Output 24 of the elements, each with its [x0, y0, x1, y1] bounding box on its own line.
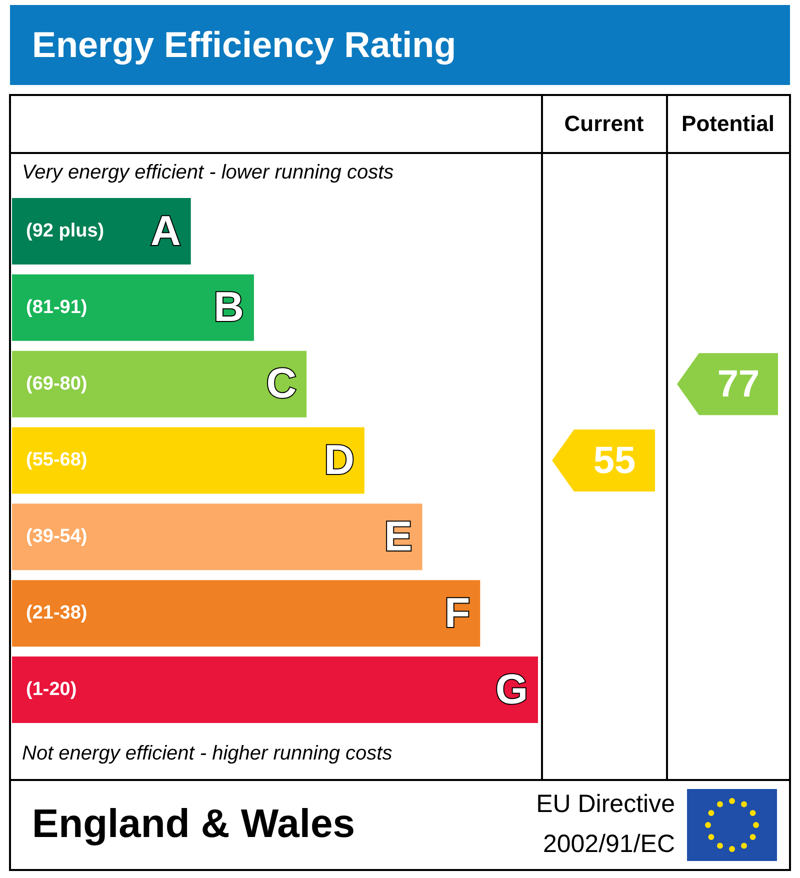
bar — [12, 198, 191, 264]
category-label: (1-20) G — [26, 665, 528, 712]
category-label: (92 plus) A — [26, 206, 181, 254]
bar — [12, 427, 364, 494]
text: 55 — [593, 440, 636, 482]
chart-title: Energy Efficiency Rating — [32, 24, 456, 65]
category-label: (21-38) F — [26, 588, 470, 636]
bar — [12, 580, 480, 647]
category-label: (55-68) D — [26, 436, 354, 484]
text: 77 — [717, 364, 760, 406]
text: EU Directive — [536, 790, 675, 818]
text: Potential — [682, 111, 774, 136]
bar — [12, 350, 307, 418]
category-label: (39-54) E — [26, 512, 412, 560]
category-label: (81-91) B — [26, 283, 244, 330]
text: England & Wales — [32, 802, 356, 846]
text: Not energy efficient - higher running costs — [22, 742, 392, 765]
bar — [12, 274, 254, 341]
category-label: (69-80) C — [26, 360, 297, 407]
text: 2002/91/EC — [542, 830, 675, 858]
text: Very energy efficient - lower running costs — [22, 162, 394, 184]
text: Current — [564, 111, 644, 136]
bar — [12, 656, 538, 724]
bar — [12, 504, 422, 570]
